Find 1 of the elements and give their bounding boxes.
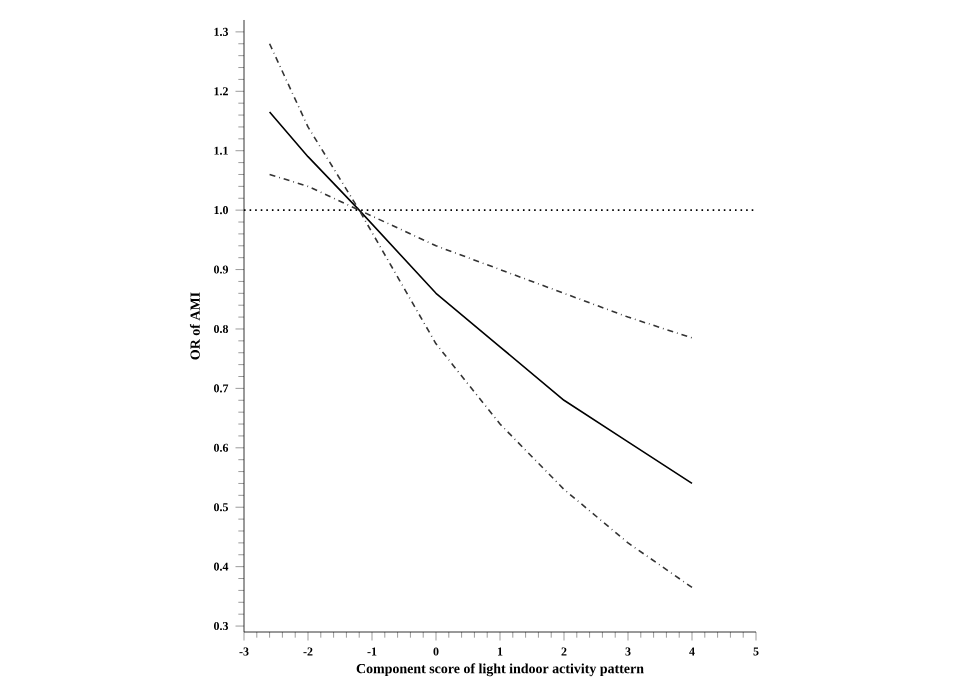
line-series [268, 42, 693, 589]
